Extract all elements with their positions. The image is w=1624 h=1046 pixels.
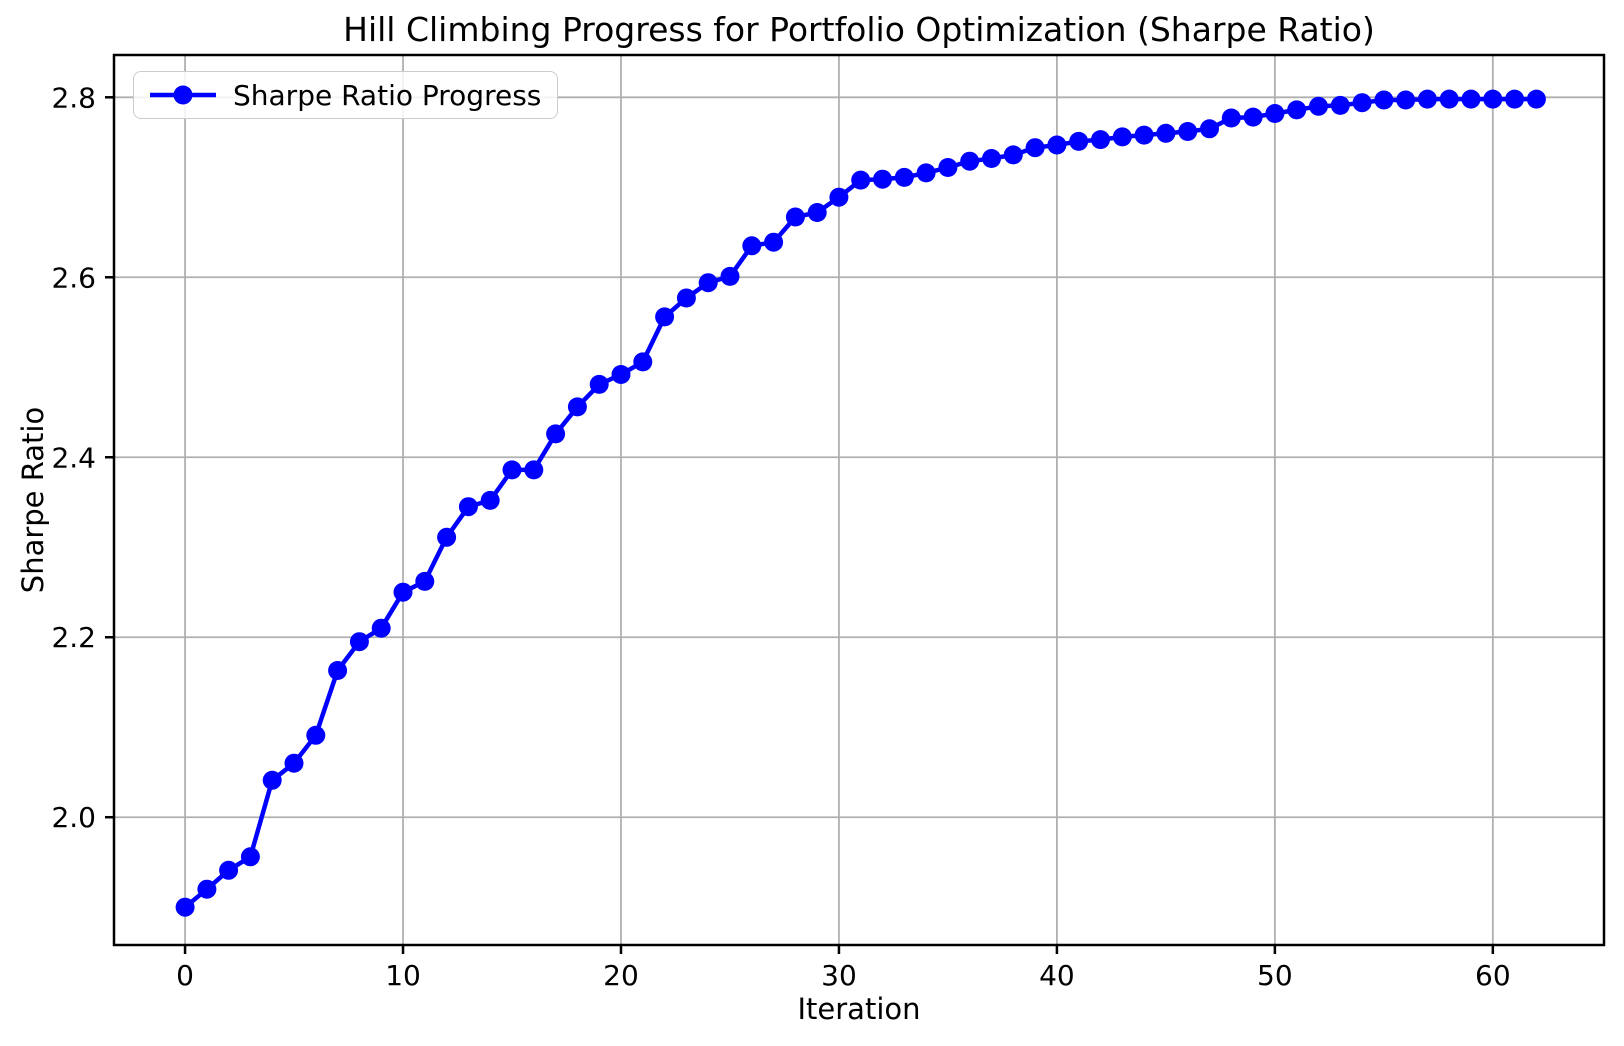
- data-point-marker: [1200, 119, 1219, 139]
- data-point-marker: [1417, 89, 1437, 109]
- data-point-marker: [1505, 89, 1525, 109]
- data-point-marker: [480, 490, 500, 510]
- data-point-marker: [720, 266, 740, 286]
- data-point-marker: [1025, 138, 1045, 158]
- data-point-marker: [262, 770, 282, 790]
- data-point-marker: [916, 163, 936, 183]
- data-point-marker: [546, 424, 566, 444]
- data-point-marker: [1461, 89, 1481, 109]
- axes-frame: [112, 53, 1606, 947]
- x-tick-label: 60: [1475, 959, 1511, 992]
- data-point-marker: [502, 460, 522, 480]
- data-point-marker: [415, 571, 435, 591]
- data-point-marker: [589, 374, 609, 394]
- data-point-marker: [1003, 145, 1023, 165]
- data-point-marker: [894, 167, 914, 187]
- data-point-marker: [328, 661, 348, 680]
- data-point-marker: [1178, 122, 1198, 141]
- data-point-marker: [1526, 89, 1546, 109]
- data-point-marker: [1309, 96, 1328, 116]
- legend-line-marker-sample: [150, 85, 216, 105]
- data-point-marker: [785, 207, 805, 227]
- data-point-marker: [938, 158, 958, 177]
- data-point-marker: [1265, 104, 1285, 123]
- data-point-marker: [284, 753, 304, 773]
- y-tick-label: 2.6: [51, 261, 96, 294]
- y-tick-label: 2.0: [51, 801, 96, 834]
- data-point-marker: [1483, 89, 1503, 109]
- data-point-marker: [219, 860, 239, 880]
- data-point-marker: [851, 170, 871, 190]
- x-axis-label: Iteration: [797, 992, 921, 1026]
- data-point-marker: [437, 527, 457, 547]
- data-point-marker: [1287, 100, 1307, 120]
- data-point-marker: [1134, 125, 1154, 145]
- y-tick-label: 2.4: [51, 441, 96, 474]
- data-point-marker: [1091, 130, 1110, 150]
- data-point-marker: [960, 151, 980, 171]
- data-point-marker: [1243, 107, 1263, 127]
- data-point-marker: [1439, 89, 1459, 109]
- legend-label: Sharpe Ratio Progress: [233, 78, 542, 112]
- x-tick-label: 30: [821, 959, 857, 992]
- data-point-marker: [1221, 108, 1241, 128]
- data-point-marker: [676, 288, 696, 308]
- y-tick-label: 2.2: [51, 621, 96, 654]
- data-point-marker: [1112, 127, 1132, 147]
- x-tick-label: 20: [603, 959, 639, 992]
- data-point-marker: [764, 232, 784, 252]
- x-tick-label: 50: [1257, 959, 1293, 992]
- y-tick-label: 2.8: [51, 81, 96, 114]
- data-point-marker: [807, 203, 827, 222]
- series-line: [182, 96, 1539, 910]
- data-point-marker: [197, 879, 217, 899]
- legend: Sharpe Ratio Progress: [133, 71, 559, 119]
- data-point-marker: [349, 632, 369, 652]
- legend-marker-icon: [173, 85, 193, 105]
- data-point-marker: [458, 497, 478, 517]
- data-point-marker: [742, 236, 762, 256]
- data-point-marker: [567, 397, 587, 417]
- data-point-marker: [611, 365, 631, 384]
- data-point-marker: [1330, 95, 1350, 115]
- x-tick-label: 40: [1039, 959, 1075, 992]
- y-axis-label: Sharpe Ratio: [16, 406, 50, 594]
- data-point-marker: [175, 897, 195, 917]
- data-point-marker: [873, 169, 892, 189]
- data-point-marker: [1396, 90, 1416, 110]
- data-point-marker: [1156, 123, 1176, 143]
- data-point-marker: [1374, 90, 1394, 110]
- data-point-marker: [524, 460, 544, 480]
- data-point-marker: [1047, 135, 1067, 155]
- data-point-marker: [306, 725, 326, 745]
- x-tick-label: 10: [385, 959, 421, 992]
- data-point-marker: [371, 618, 391, 638]
- data-point-marker: [1069, 131, 1089, 151]
- data-point-marker: [633, 352, 653, 372]
- chart-title: Hill Climbing Progress for Portfolio Opt…: [343, 10, 1375, 49]
- data-point-marker: [829, 187, 849, 207]
- data-point-marker: [698, 273, 718, 293]
- data-point-marker: [982, 149, 1001, 168]
- data-point-marker: [393, 582, 413, 602]
- data-point-marker: [1352, 93, 1372, 113]
- x-tick-label: 0: [176, 959, 194, 992]
- data-point-marker: [655, 307, 675, 327]
- data-point-marker: [240, 847, 260, 867]
